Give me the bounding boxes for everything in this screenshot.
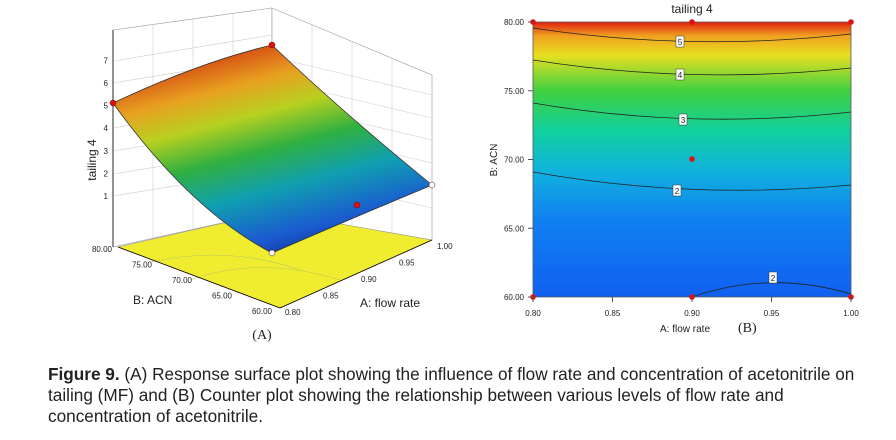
x-tick-label: 0.80 <box>525 309 541 318</box>
panel-label: (A) <box>252 328 272 343</box>
a-tick-label: 0.80 <box>285 308 301 317</box>
contour-label-box <box>678 113 688 126</box>
a-tick-label: 0.90 <box>361 275 377 284</box>
y-axis-title: B: ACN <box>489 144 500 177</box>
z-tick-label: 6 <box>104 79 109 88</box>
panel-b-ticks: 80.00 75.00 70.00 65.00 60.000.80 0.85 0.90 0.9… <box>504 18 859 318</box>
b-tick-label: 75.00 <box>132 261 153 270</box>
x-tick-label: 1.00 <box>843 309 859 318</box>
caption-text: (A) Response surface plot showing the in… <box>48 364 855 426</box>
caption: Figure 9. (A) Response surface plot show… <box>48 364 886 427</box>
b-tick-label: 65.00 <box>212 292 233 301</box>
contour-title: tailing 4 <box>671 2 713 16</box>
contour-label: 4 <box>678 71 683 80</box>
z-tick-label: 5 <box>104 102 109 111</box>
contour-label: 5 <box>678 38 683 47</box>
b-tick-label: 80.00 <box>92 245 113 254</box>
z-tick-label: 7 <box>104 56 109 65</box>
z-tick-label: 4 <box>104 124 109 133</box>
y-tick-label: 70.00 <box>504 156 525 165</box>
contour-label-box <box>675 35 685 48</box>
panel-a-ticks: 1 2 3 4 5 6 7 80.00 75.00 70.00 65.00 60.00 0.80 0.85… <box>92 56 453 317</box>
b-tick-label: 70.00 <box>172 276 193 285</box>
design-points <box>109 41 436 257</box>
a-tick-label: 0.95 <box>399 259 415 268</box>
z-tick-label: 1 <box>104 192 109 201</box>
contour-label: 3 <box>681 116 686 125</box>
contour-labels: 5 4 3 2 2 <box>672 35 778 284</box>
x-tick-label: 0.85 <box>605 309 621 318</box>
contour-label-box <box>675 68 685 81</box>
y-tick-label: 60.00 <box>504 293 525 302</box>
figure: tailing 4 1 2 3 4 5 6 7 80.00 75.00 70.00 65.00 60.… <box>85 2 859 343</box>
x-tick-label: 0.95 <box>764 309 780 318</box>
x-tick-label: 0.90 <box>684 309 700 318</box>
b-tick-label: 60.00 <box>252 307 273 316</box>
surface-plot <box>112 7 434 309</box>
z-tick-label: 2 <box>104 169 109 178</box>
z-tick-label: 3 <box>104 147 109 156</box>
contour-label: 2 <box>771 274 776 283</box>
y-tick-label: 65.00 <box>504 224 525 233</box>
contour-label: 2 <box>675 187 680 196</box>
contour-label-box <box>768 271 778 284</box>
y-tick-label: 75.00 <box>504 87 525 96</box>
contour-label-box <box>672 184 682 197</box>
x-axis-title: A: flow rate <box>660 324 710 335</box>
panel-label: (B) <box>738 321 757 336</box>
a-tick-label: 1.00 <box>437 242 453 251</box>
caption-label: Figure 9. <box>48 364 120 384</box>
y-tick-label: 80.00 <box>504 18 525 27</box>
contour-lines <box>532 27 852 298</box>
a-tick-label: 0.85 <box>323 292 339 301</box>
a-axis-title: A: flow rate <box>360 296 420 310</box>
b-axis-title: B: ACN <box>133 293 172 307</box>
z-axis-title: tailing 4 <box>85 139 99 181</box>
